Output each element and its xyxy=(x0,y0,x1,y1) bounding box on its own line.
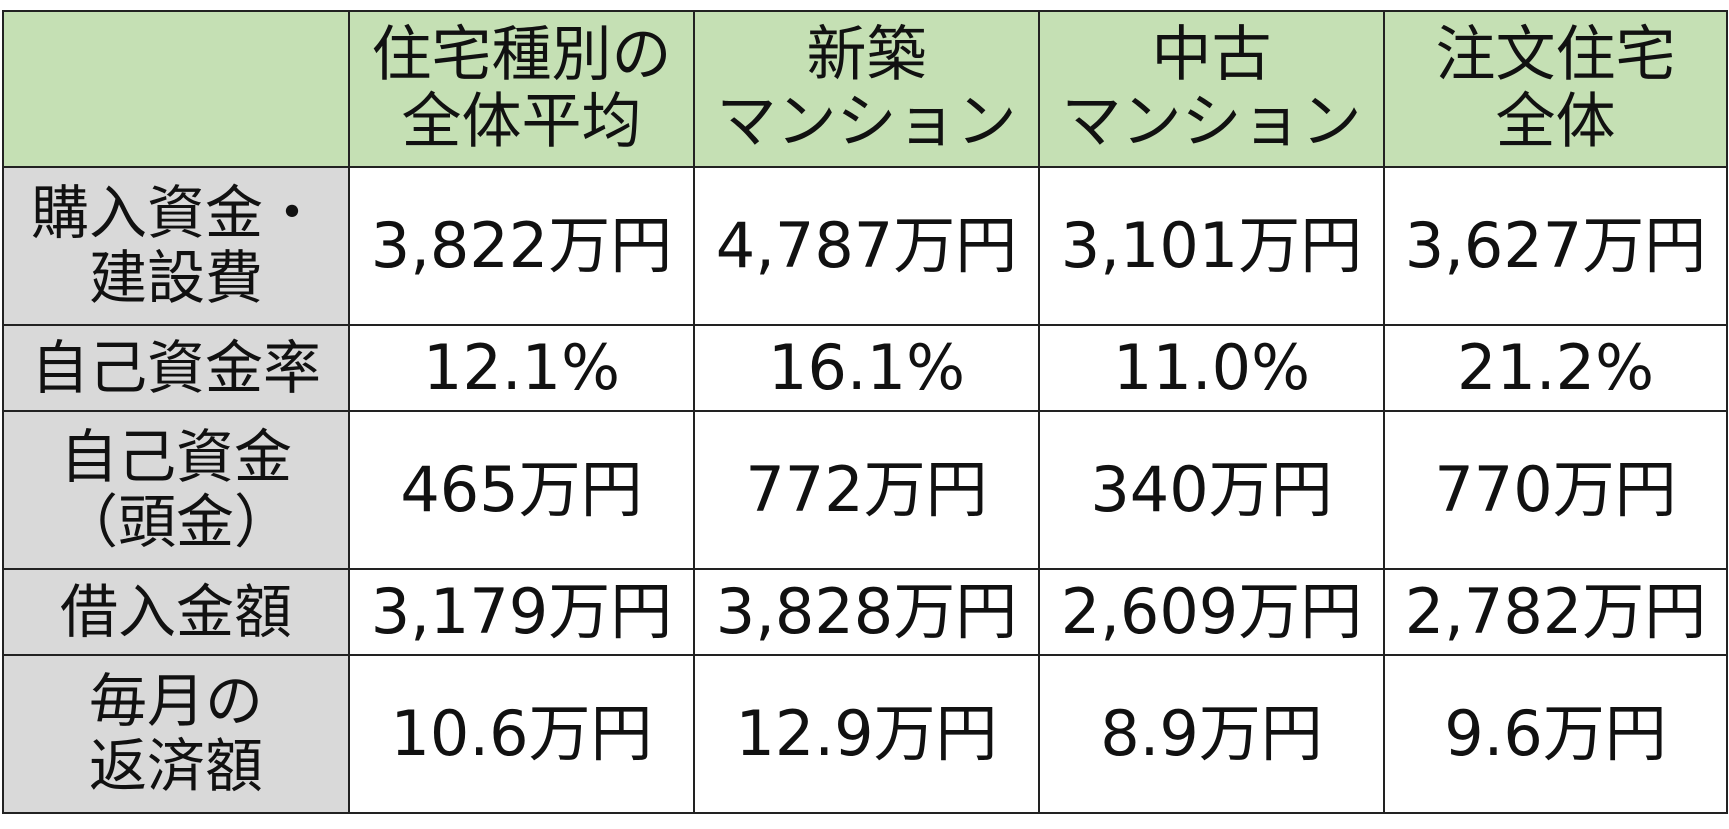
header-row: 住宅種別の 全体平均 新築 マンション 中古 マンション 注文住宅 全体 xyxy=(2,10,1728,168)
cell-line: 毎月の xyxy=(88,667,263,736)
loan-table: 住宅種別の 全体平均 新築 マンション 中古 マンション 注文住宅 全体 購入資金・ 建設費 3,… xyxy=(2,10,1728,814)
data-cell: 11.0% xyxy=(1038,324,1385,412)
data-cell: 2,609万円 xyxy=(1038,568,1385,656)
data-cell: 12.9万円 xyxy=(693,654,1040,814)
data-cell: 770万円 xyxy=(1383,410,1728,570)
column-header: 中古 マンション xyxy=(1038,10,1385,168)
row-header: 借入金額 xyxy=(2,568,350,656)
data-cell: 9.6万円 xyxy=(1383,654,1728,814)
cell-line: 中古 xyxy=(1151,19,1272,90)
row-header: 毎月の 返済額 xyxy=(2,654,350,814)
row-header: 購入資金・ 建設費 xyxy=(2,166,350,326)
cell-line: 全体平均 xyxy=(401,87,642,157)
data-cell: 340万円 xyxy=(1038,410,1385,570)
data-row: 借入金額 3,179万円 3,828万円 2,609万円 2,782万円 xyxy=(2,568,1728,656)
cell-line: 住宅種別の xyxy=(371,19,672,90)
data-cell: 10.6万円 xyxy=(348,654,695,814)
table-wrapper: 住宅種別の 全体平均 新築 マンション 中古 マンション 注文住宅 全体 購入資金・ 建設費 3,… xyxy=(2,10,1728,814)
cell-line: 返済額 xyxy=(88,732,263,800)
data-cell: 772万円 xyxy=(693,410,1040,570)
cell-line: （頭金） xyxy=(59,488,292,556)
data-row: 自己資金率 12.1% 16.1% 11.0% 21.2% xyxy=(2,324,1728,412)
data-cell: 21.2% xyxy=(1383,324,1728,412)
cell-line: マンション xyxy=(1061,87,1362,157)
data-cell: 4,787万円 xyxy=(693,166,1040,326)
data-cell: 3,828万円 xyxy=(693,568,1040,656)
cell-line: 自己資金 xyxy=(59,423,292,492)
cell-line: 全体 xyxy=(1495,87,1616,157)
column-header: 注文住宅 全体 xyxy=(1383,10,1728,168)
cell-line: 建設費 xyxy=(88,244,263,312)
corner-cell xyxy=(2,10,350,168)
data-row: 自己資金 （頭金） 465万円 772万円 340万円 770万円 xyxy=(2,410,1728,570)
data-cell: 8.9万円 xyxy=(1038,654,1385,814)
data-cell: 3,101万円 xyxy=(1038,166,1385,326)
data-row: 購入資金・ 建設費 3,822万円 4,787万円 3,101万円 3,627万円 xyxy=(2,166,1728,326)
data-cell: 16.1% xyxy=(693,324,1040,412)
column-header: 住宅種別の 全体平均 xyxy=(348,10,695,168)
cell-line: 購入資金・ xyxy=(30,179,321,248)
data-row: 毎月の 返済額 10.6万円 12.9万円 8.9万円 9.6万円 xyxy=(2,654,1728,814)
cell-line: 新築 xyxy=(806,19,927,90)
cell-line: 注文住宅 xyxy=(1435,19,1676,90)
data-cell: 12.1% xyxy=(348,324,695,412)
row-header: 自己資金率 xyxy=(2,324,350,412)
data-cell: 3,627万円 xyxy=(1383,166,1728,326)
data-cell: 2,782万円 xyxy=(1383,568,1728,656)
table-body: 購入資金・ 建設費 3,822万円 4,787万円 3,101万円 3,627万円 自己資金… xyxy=(2,166,1728,814)
column-header: 新築 マンション xyxy=(693,10,1040,168)
data-cell: 465万円 xyxy=(348,410,695,570)
data-cell: 3,179万円 xyxy=(348,568,695,656)
cell-line: 自己資金率 xyxy=(30,333,321,402)
cell-line: マンション xyxy=(716,87,1017,157)
cell-line: 借入金額 xyxy=(59,577,292,646)
row-header: 自己資金 （頭金） xyxy=(2,410,350,570)
data-cell: 3,822万円 xyxy=(348,166,695,326)
